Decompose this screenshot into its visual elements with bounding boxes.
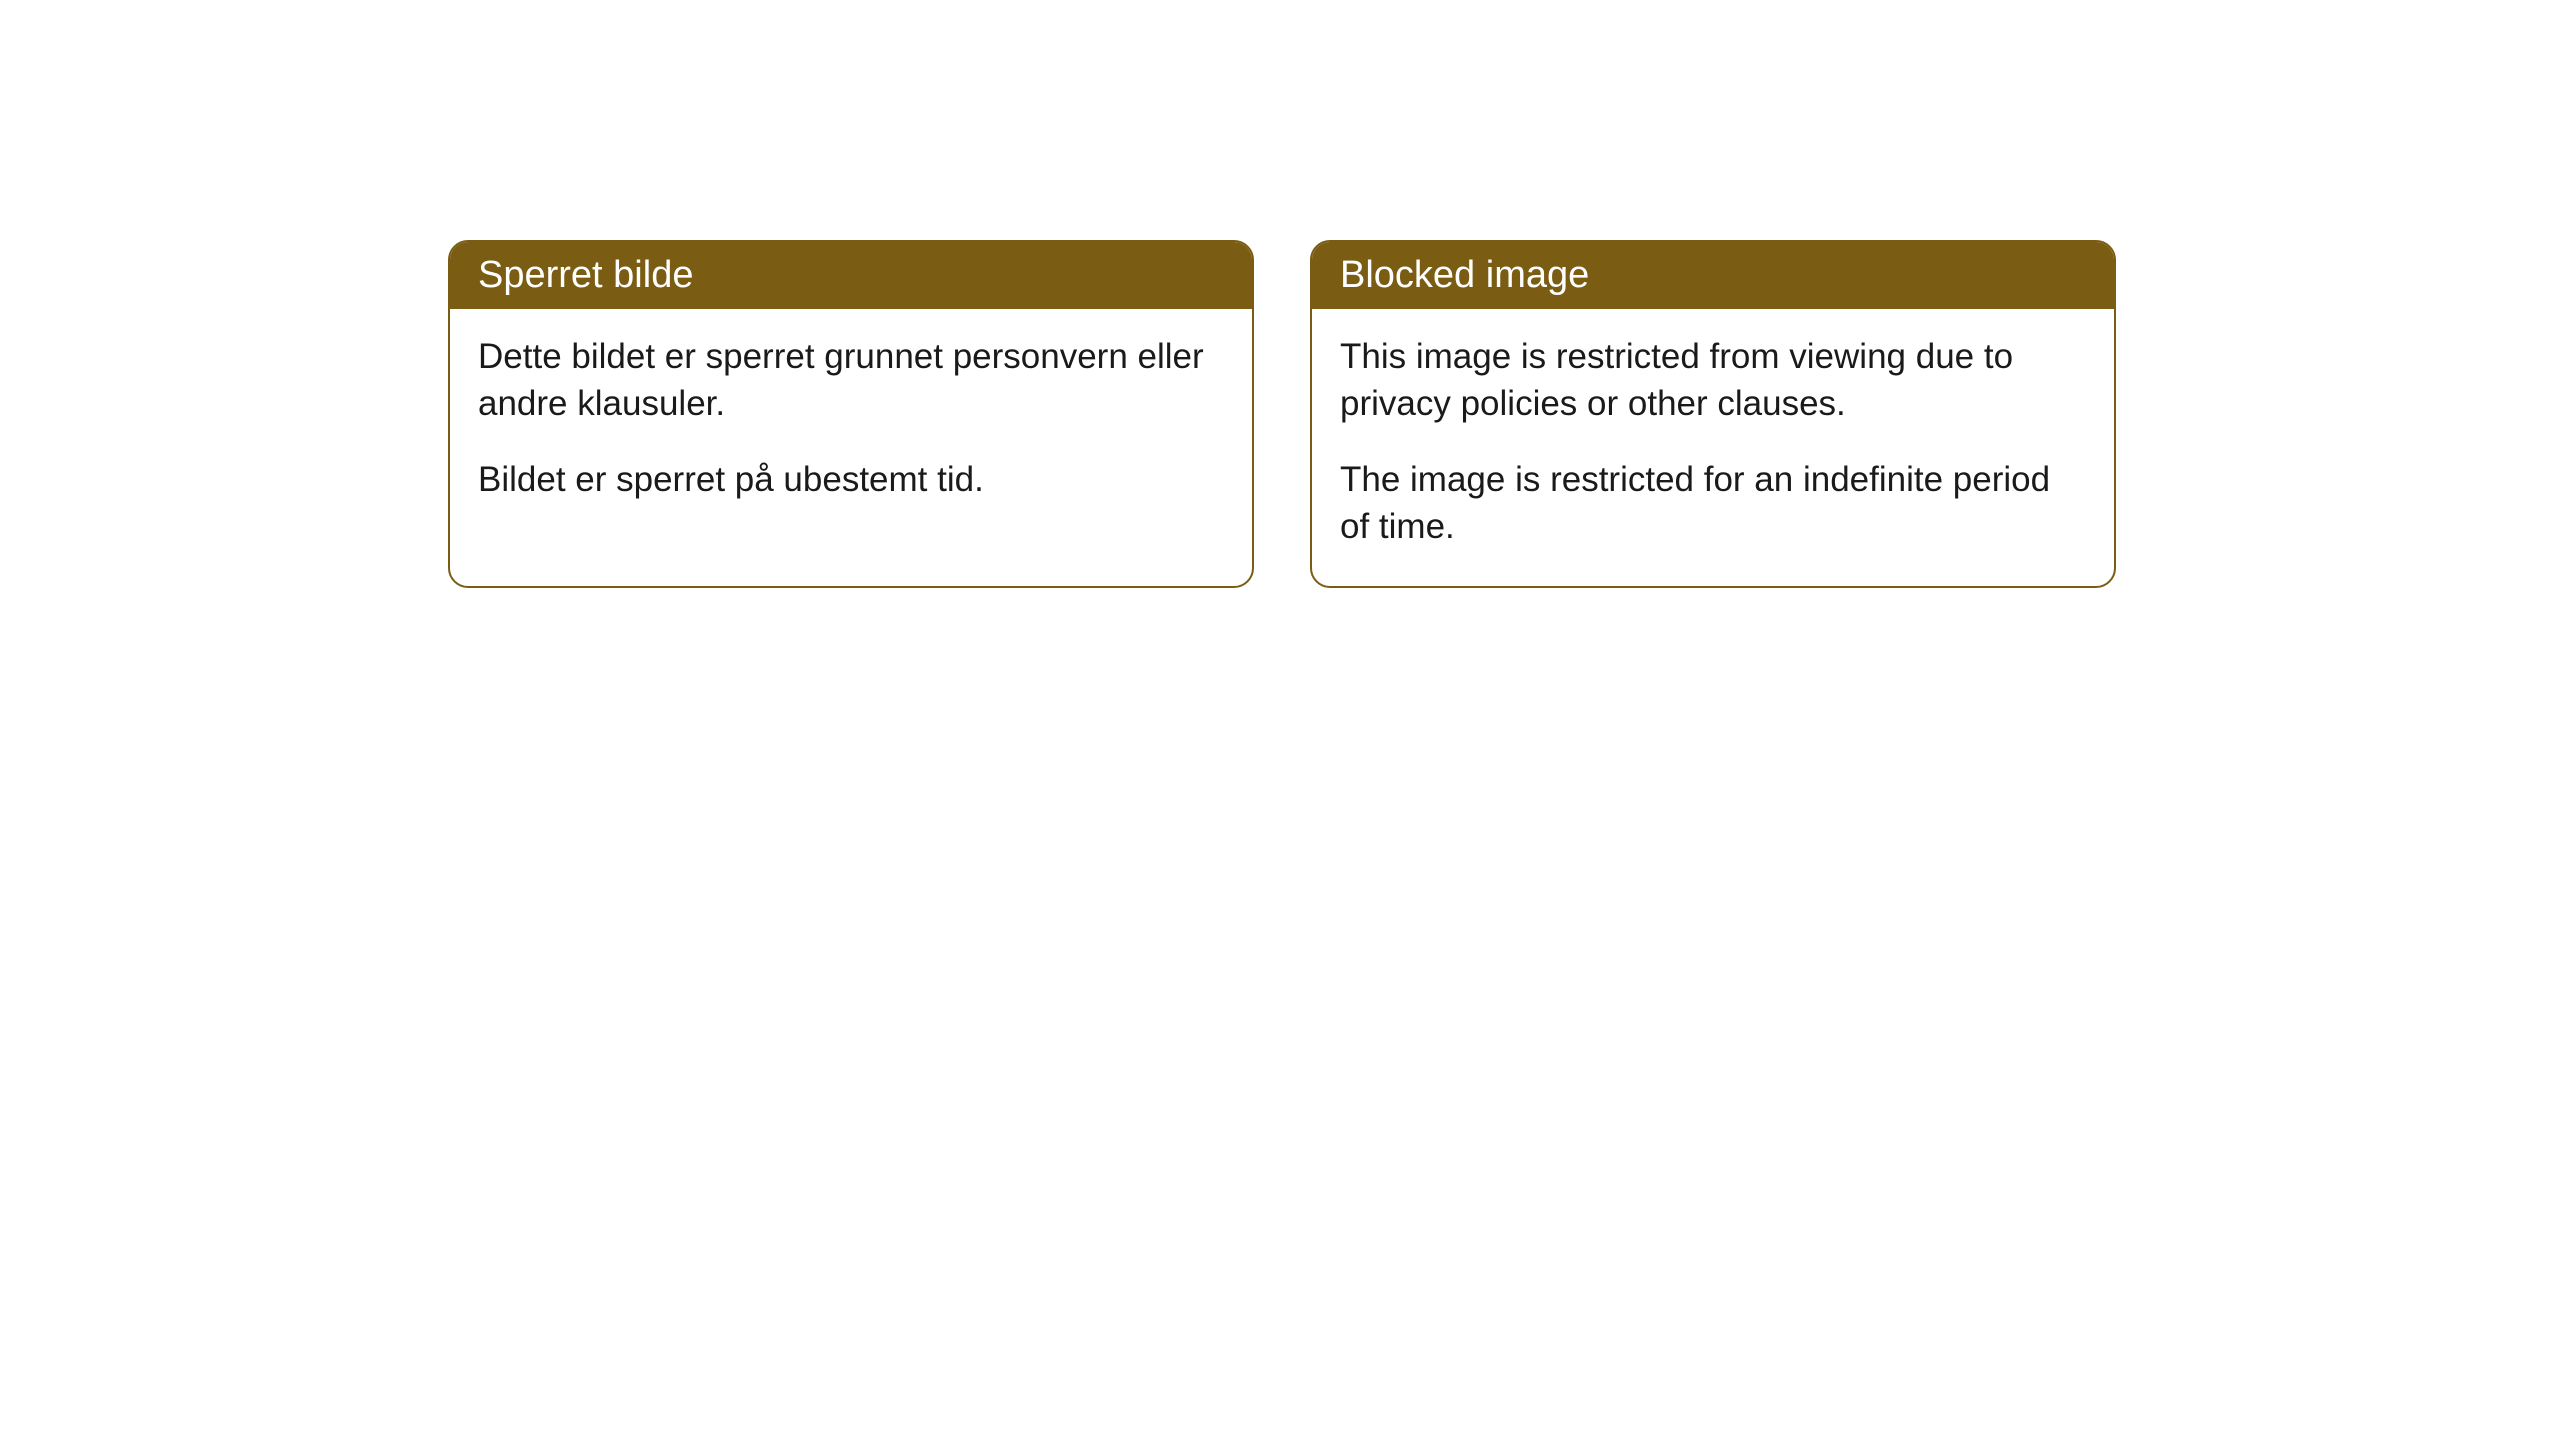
card-title: Blocked image [1340, 254, 1589, 296]
card-paragraph: Bildet er sperret på ubestemt tid. [478, 456, 1224, 503]
card-body: Dette bildet er sperret grunnet personve… [450, 309, 1252, 539]
card-paragraph: This image is restricted from viewing du… [1340, 333, 2086, 428]
card-title: Sperret bilde [478, 254, 693, 296]
card-body: This image is restricted from viewing du… [1312, 309, 2114, 586]
card-paragraph: Dette bildet er sperret grunnet personve… [478, 333, 1224, 428]
card-paragraph: The image is restricted for an indefinit… [1340, 456, 2086, 551]
notice-cards-container: Sperret bilde Dette bildet er sperret gr… [448, 240, 2116, 588]
blocked-image-card-norwegian: Sperret bilde Dette bildet er sperret gr… [448, 240, 1254, 588]
card-header: Sperret bilde [450, 242, 1252, 309]
card-header: Blocked image [1312, 242, 2114, 309]
blocked-image-card-english: Blocked image This image is restricted f… [1310, 240, 2116, 588]
